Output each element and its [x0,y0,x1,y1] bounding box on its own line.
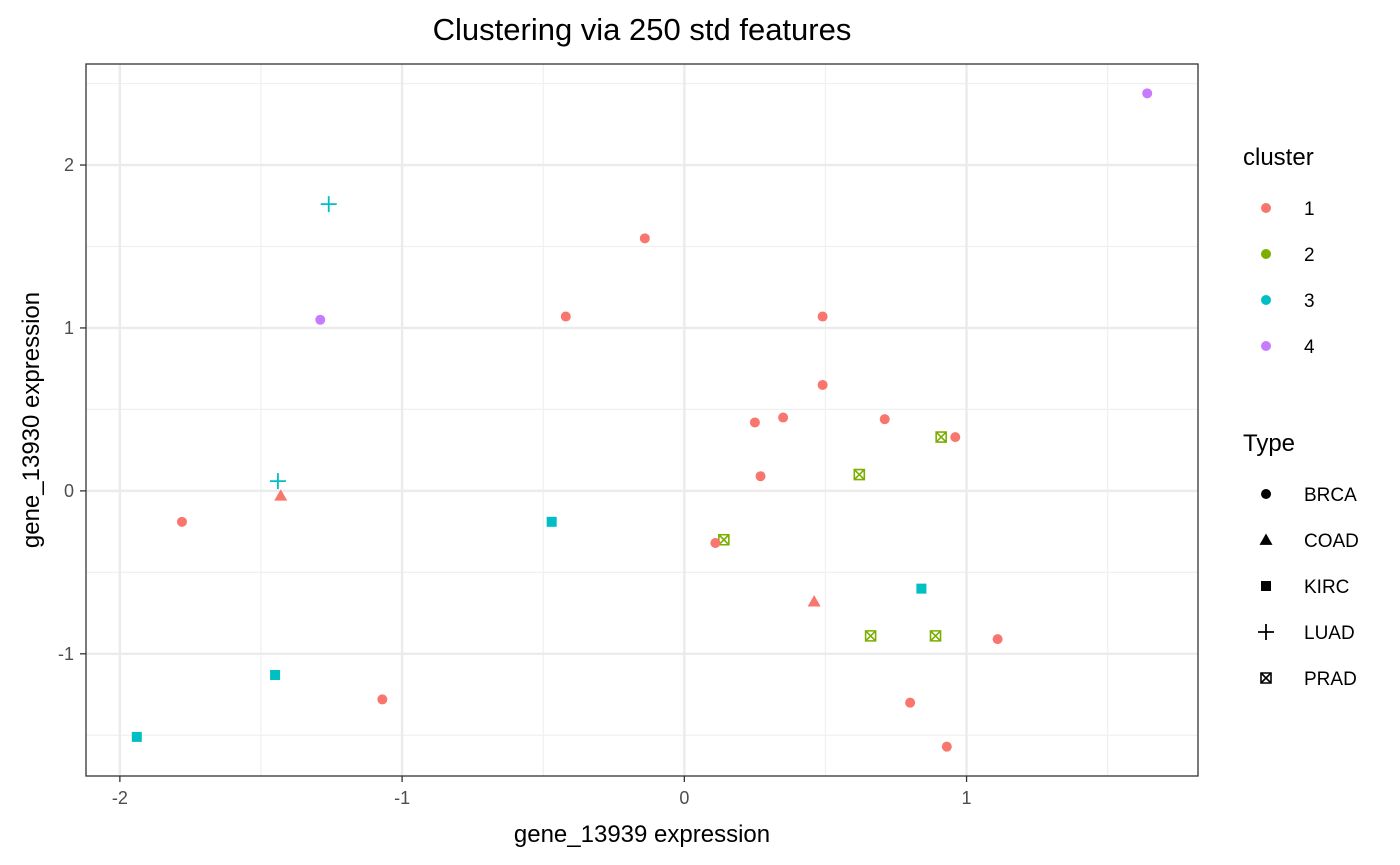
data-point [817,311,828,322]
legend-key-type [1261,581,1271,591]
data-point [315,314,326,325]
legend-key-cluster [1261,203,1271,213]
legend: cluster 1 2 3 4 Type BRCA COAD KIRC LUAD PRAD [1243,144,1359,690]
data-point [755,471,766,482]
legend-label-type: PRAD [1304,669,1357,690]
cluster-legend-title: cluster [1243,144,1314,171]
legend-label-cluster: 3 [1304,291,1315,312]
legend-key-type [1260,672,1272,684]
y-axis-title: gene_13930 expression [18,292,45,548]
data-point [320,196,337,213]
data-point [274,489,288,501]
data-point [546,516,557,527]
plot-panel [86,64,1198,776]
x-tick-label: -2 [112,788,128,808]
data-point [992,634,1003,645]
data-point [176,516,187,527]
legend-label-cluster: 2 [1304,245,1315,266]
data-point [131,731,142,742]
data-point [879,414,890,425]
y-tick-label: 0 [64,481,74,501]
data-point [941,741,952,752]
x-tick-label: 1 [962,788,972,808]
data-point [853,468,866,481]
data-point [1142,88,1153,99]
data-point [749,417,760,428]
x-tick-label: -1 [394,788,410,808]
chart-title: Clustering via 250 std features [433,12,852,47]
data-point [929,630,942,642]
legend-label-cluster: 1 [1304,199,1315,220]
legend-label-type: LUAD [1304,623,1355,644]
y-tick-label: 2 [64,155,74,175]
data-point [270,669,281,680]
type-legend-title: Type [1243,430,1295,457]
data-point [916,583,927,594]
legend-key-type [1261,489,1271,499]
data-point [639,233,650,244]
legend-key-cluster [1261,249,1271,259]
data-point [377,694,388,705]
legend-key-type [1258,624,1274,640]
cluster-legend-items: 1 2 3 4 [1261,199,1315,358]
x-axis-title: gene_13939 expression [514,821,770,848]
y-tick-label: 1 [64,318,74,338]
x-tick-label: 0 [679,788,689,808]
data-point [905,697,916,708]
type-legend-items: BRCA COAD KIRC LUAD PRAD [1258,485,1359,690]
panel-border [85,63,1199,777]
data-points [131,88,1153,752]
legend-key-cluster [1261,295,1271,305]
data-point [950,432,961,443]
data-point [807,595,821,607]
legend-label-type: COAD [1304,531,1359,552]
data-point [269,473,286,490]
data-point [710,538,721,549]
legend-key-type [1259,533,1273,545]
legend-label-cluster: 4 [1304,337,1315,358]
data-point [935,431,947,443]
axes: -2 -1 0 1 -1 0 1 2 [58,63,1199,808]
data-point [817,379,828,390]
data-point [560,311,571,322]
data-point [778,412,789,423]
legend-key-cluster [1261,341,1271,351]
legend-label-type: BRCA [1304,485,1357,506]
data-point [864,630,877,642]
y-tick-label: -1 [58,644,74,664]
legend-label-type: KIRC [1304,577,1349,598]
